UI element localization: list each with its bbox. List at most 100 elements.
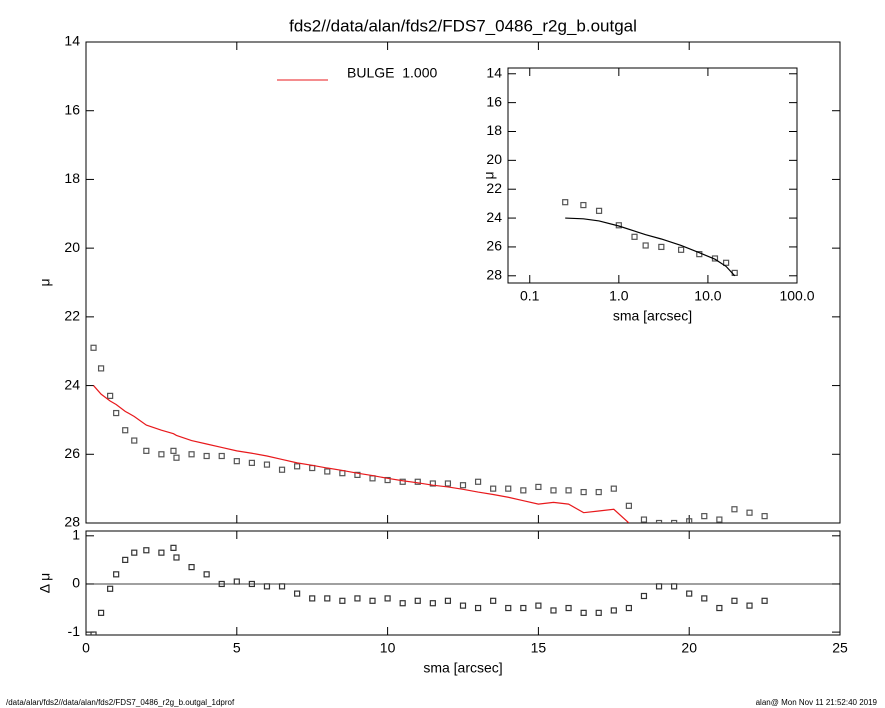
data-point: [716, 604, 723, 612]
data-point: [761, 513, 768, 520]
data-point: [294, 590, 301, 597]
plot-frame: [85, 530, 841, 636]
chart-title: fds2//data/alan/fds2/FDS7_0486_r2g_b.out…: [289, 16, 637, 35]
y-tick-label: 14: [486, 64, 502, 80]
data-point: [550, 487, 557, 494]
data-point: [677, 246, 685, 253]
data-point: [90, 344, 97, 351]
data-point: [429, 480, 436, 487]
data-point: [580, 201, 587, 209]
data-point: [761, 597, 768, 604]
y-tick-label: 24: [64, 376, 80, 392]
data-point: [384, 476, 391, 484]
x-tick-label: 10.0: [694, 288, 721, 304]
data-point: [655, 583, 663, 590]
data-point: [122, 427, 129, 434]
data-point: [218, 452, 225, 460]
data-point: [188, 451, 195, 458]
y-tick-label: 22: [486, 180, 502, 196]
data-point: [107, 585, 114, 592]
data-point: [474, 478, 482, 485]
data-point: [369, 597, 376, 604]
y-tick-label: 14: [64, 33, 80, 49]
data-point: [294, 463, 301, 470]
x-axis-label: sma [arcsec]: [423, 660, 502, 676]
x-tick-label: 0.1: [520, 288, 540, 304]
data-point: [170, 447, 177, 454]
data-point: [278, 583, 286, 590]
y-tick-label: -1: [68, 623, 81, 639]
y-tick-label: 26: [486, 238, 502, 254]
data-point: [595, 207, 603, 214]
data-point: [459, 602, 467, 609]
x-tick-label: 100.0: [779, 288, 814, 304]
y-tick-label: 26: [64, 445, 80, 461]
model-line: [93, 385, 630, 523]
data-point: [354, 595, 361, 602]
data-point: [520, 604, 527, 612]
data-point: [701, 513, 708, 520]
data-point: [505, 604, 512, 612]
data-point: [535, 602, 542, 609]
plot-frame: [507, 67, 798, 284]
x-tick-label: 15: [531, 640, 547, 656]
y-tick-label: 1: [72, 527, 80, 543]
x-tick-label: 10: [380, 640, 396, 656]
x-tick-label: 1.0: [609, 288, 629, 304]
data-point: [535, 483, 542, 491]
data-point: [143, 447, 150, 454]
data-point: [595, 488, 602, 496]
data-point: [278, 466, 286, 473]
y-tick-label: 28: [486, 266, 502, 282]
data-point: [354, 471, 361, 478]
data-point: [671, 519, 678, 523]
data-point: [173, 454, 180, 461]
data-point: [263, 583, 271, 590]
data-point: [399, 600, 406, 607]
data-point: [324, 468, 331, 475]
data-point: [97, 365, 105, 372]
data-point: [131, 549, 138, 556]
data-point: [610, 485, 617, 492]
data-point: [658, 243, 665, 251]
data-point: [520, 487, 527, 494]
data-point: [722, 259, 730, 266]
y-tick-label: 18: [64, 170, 80, 186]
data-point: [565, 487, 572, 494]
data-point: [233, 458, 240, 465]
data-point: [731, 597, 738, 604]
data-point: [218, 580, 225, 588]
data-point: [642, 242, 649, 249]
data-point: [170, 544, 177, 551]
footer-left: /data/alan/fds2//data/alan/fds2/FDS7_048…: [6, 698, 235, 707]
data-point: [655, 519, 663, 523]
data-point: [143, 547, 150, 554]
data-point: [459, 482, 467, 489]
x-tick-label: 5: [233, 640, 241, 656]
data-point: [158, 451, 165, 458]
x-tick-label: 20: [681, 640, 697, 656]
data-point: [701, 595, 708, 602]
data-point: [444, 480, 452, 487]
data-point: [131, 437, 138, 444]
data-point: [107, 392, 114, 399]
data-point: [429, 600, 436, 607]
data-point: [263, 461, 271, 468]
y-tick-label: 20: [486, 151, 502, 167]
data-point: [686, 518, 693, 523]
data-point: [505, 485, 512, 492]
data-point: [113, 571, 120, 578]
x-tick-label: 25: [832, 640, 848, 656]
data-point: [595, 609, 602, 616]
x-axis-label: sma [arcsec]: [613, 308, 692, 324]
data-point: [248, 580, 255, 588]
data-point: [444, 597, 452, 604]
y-tick-label: 16: [64, 101, 80, 117]
data-point: [731, 506, 738, 513]
data-point: [640, 516, 648, 523]
data-point: [339, 597, 346, 604]
data-point: [490, 597, 497, 604]
data-point: [580, 609, 587, 616]
data-point: [97, 609, 105, 616]
y-tick-label: 22: [64, 308, 80, 324]
